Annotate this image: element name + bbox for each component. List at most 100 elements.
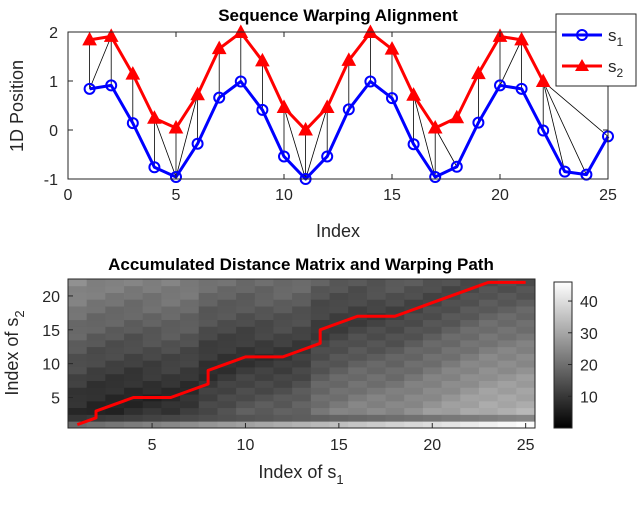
heatmap-cell: [161, 360, 181, 368]
legend-entry-s2[interactable]: s2: [562, 57, 624, 80]
heatmap-cell: [273, 346, 293, 354]
heatmap-cell: [68, 333, 88, 341]
heatmap-cell: [348, 380, 368, 388]
heatmap-cell: [460, 299, 480, 307]
heatmap-cell: [441, 279, 461, 287]
heatmap-cell: [273, 421, 293, 429]
heatmap-cell: [198, 312, 218, 321]
heatmap-cell: [236, 312, 256, 321]
heatmap-cell: [460, 292, 480, 300]
heatmap-cell: [68, 346, 88, 354]
heatmap-cell: [460, 367, 480, 375]
point-s2: [211, 40, 227, 55]
colorbar-tick-label: 30: [580, 326, 598, 343]
alignment-link: [305, 107, 328, 180]
point-s2: [471, 65, 486, 80]
heatmap-cell: [86, 326, 106, 334]
heatmap-cell: [198, 279, 218, 287]
heatmap-cell: [273, 400, 293, 409]
heatmap-cell: [478, 299, 499, 307]
heatmap-cell: [516, 400, 536, 409]
heatmap-cell: [161, 353, 181, 361]
heatmap-cell: [292, 407, 312, 415]
heatmap-cell: [161, 421, 181, 429]
heatmap-cell: [124, 292, 144, 300]
heatmap-cell: [124, 380, 144, 388]
heatmap-cell: [236, 373, 256, 381]
heatmap-cell: [68, 387, 88, 395]
heatmap-cell: [310, 292, 330, 300]
heatmap-cell: [497, 387, 517, 395]
heatmap-cell: [441, 319, 461, 327]
heatmap-cell: [310, 299, 330, 307]
heatmap-cell: [441, 400, 461, 409]
heatmap-cell: [105, 292, 125, 300]
heatmap-cell: [142, 400, 162, 409]
heatmap-cell: [142, 373, 162, 381]
heatmap-cell: [366, 373, 386, 381]
heatmap-cell: [460, 312, 480, 321]
heatmap-cell: [254, 339, 274, 348]
heatmap-cell: [348, 407, 368, 415]
heatmap-cell: [404, 333, 424, 341]
heatmap-cell: [86, 319, 106, 327]
x-tick-label: 20: [423, 437, 441, 454]
heatmap-cell: [180, 312, 200, 321]
heatmap-cell: [86, 400, 106, 409]
alignment-link: [542, 81, 566, 172]
legend[interactable]: s1 s2: [555, 13, 637, 87]
alignment-link: [154, 118, 177, 178]
heatmap-cell: [292, 333, 312, 341]
heatmap-cell: [142, 285, 162, 293]
x-tick-label: 25: [517, 437, 535, 454]
heatmap-cell: [180, 319, 200, 327]
heatmap-cell: [254, 299, 274, 307]
heatmap-cell: [198, 421, 218, 429]
heatmap-cell: [124, 285, 144, 293]
heatmap-cell: [105, 285, 125, 293]
heatmap-cell: [68, 279, 88, 287]
heatmap-cell: [422, 333, 442, 341]
heatmap-cell: [441, 333, 461, 341]
heatmap-cell: [236, 407, 256, 415]
heatmap-cell: [460, 421, 480, 429]
heatmap-cell: [441, 360, 461, 368]
x-tick-label: 5: [148, 437, 157, 454]
heatmap-cell: [422, 326, 442, 334]
heatmap-cell: [105, 326, 125, 334]
heatmap-cell: [198, 394, 218, 402]
heatmap-cell: [236, 285, 256, 293]
heatmap-cell: [124, 299, 144, 307]
heatmap-cell: [404, 299, 424, 307]
heatmap-cell: [68, 353, 88, 361]
legend-entry-s1[interactable]: s1: [562, 26, 624, 49]
heatmap-cell: [441, 414, 461, 422]
heatmap-cell: [497, 326, 517, 334]
heatmap-cell: [441, 394, 461, 402]
heatmap-cell: [310, 400, 330, 409]
heatmap-cell: [198, 353, 218, 361]
heatmap-cell: [460, 346, 480, 354]
heatmap-cell: [273, 360, 293, 368]
point-s2: [82, 31, 97, 46]
heatmap-cell: [404, 292, 424, 300]
heatmap-cell: [236, 346, 256, 354]
heatmap-cell: [105, 407, 125, 415]
heatmap-cell: [404, 346, 424, 354]
heatmap-cell: [422, 373, 442, 381]
heatmap-cell: [105, 394, 125, 402]
heatmap-cell: [273, 333, 293, 341]
heatmap-cell: [310, 312, 330, 321]
heatmap-cell: [404, 312, 424, 321]
heatmap-cell: [497, 292, 517, 300]
heatmap-cell: [254, 400, 274, 409]
heatmap-cell: [329, 394, 349, 402]
heatmap-cell: [497, 373, 517, 381]
point-s2: [449, 109, 465, 124]
alignment-y-label: 1D Position: [7, 60, 27, 152]
heatmap-cell: [404, 380, 424, 388]
heatmap-cell: [366, 306, 386, 314]
heatmap-cell: [404, 319, 424, 327]
heatmap-cell: [329, 292, 349, 300]
heatmap-cell: [217, 373, 237, 381]
